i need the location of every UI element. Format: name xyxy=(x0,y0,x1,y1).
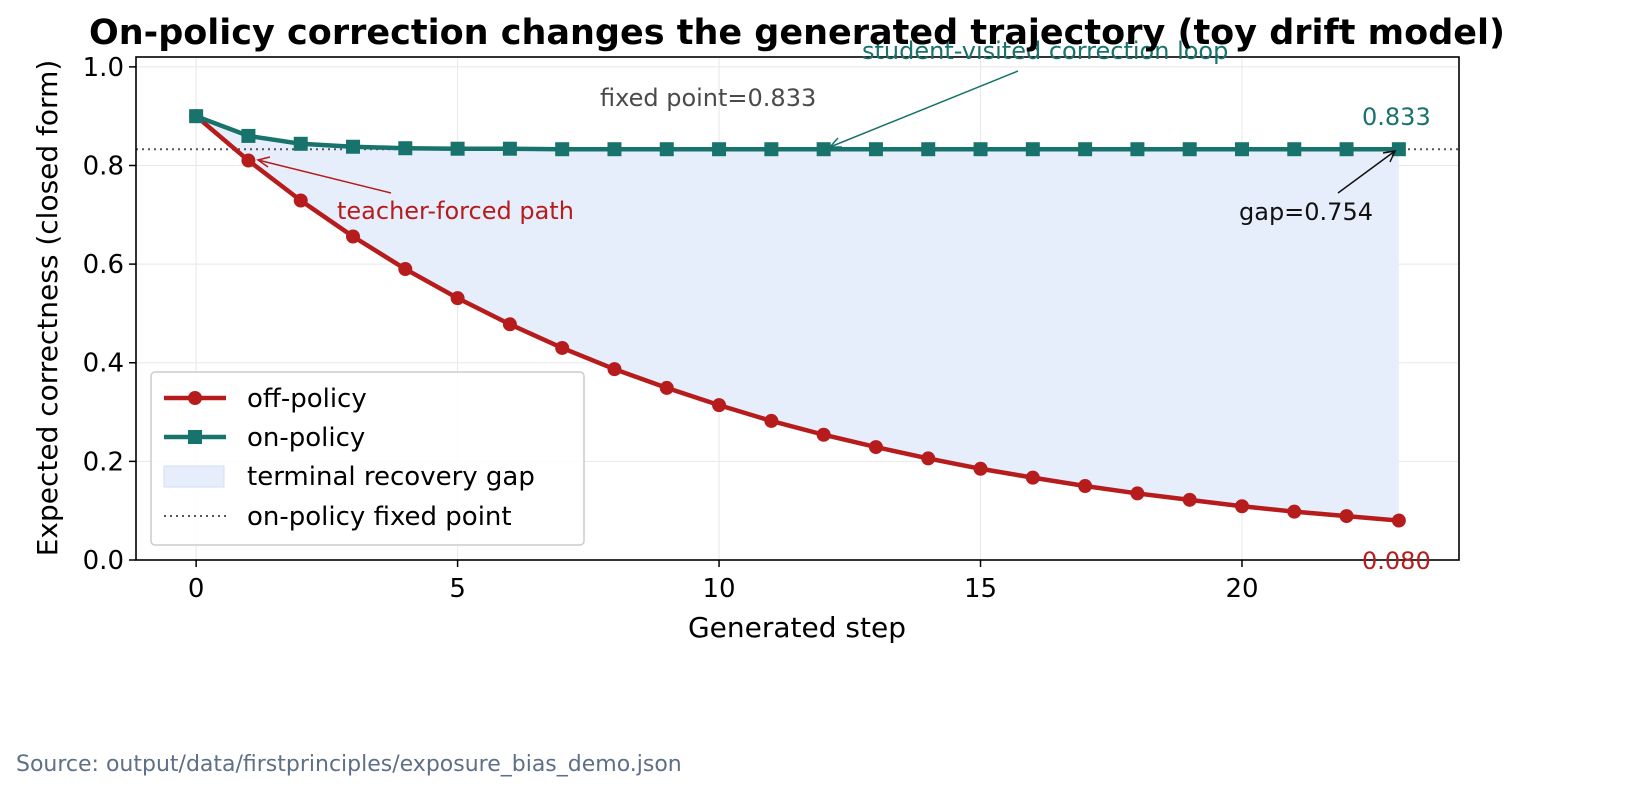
off-policy-point xyxy=(1130,486,1145,501)
off-policy-point xyxy=(346,229,361,244)
teacher-forced-arrow xyxy=(257,159,392,194)
legend-on-policy-label: on-policy xyxy=(247,423,365,453)
on-policy-point xyxy=(1130,142,1145,157)
annotation-arrows xyxy=(256,70,1397,194)
off-policy-point xyxy=(764,413,779,428)
on-policy-point xyxy=(1234,142,1249,157)
off-policy-point xyxy=(293,193,308,208)
on-policy-point xyxy=(764,142,779,157)
fixed-point-annotation: fixed point=0.833 xyxy=(600,84,816,112)
off-policy-point xyxy=(1025,470,1040,485)
y-tick-label: 0.0 xyxy=(83,546,124,576)
gap-arrow xyxy=(1337,150,1396,194)
gap-arrowhead xyxy=(1382,150,1397,163)
x-tick-label: 5 xyxy=(449,574,466,604)
on-policy-point xyxy=(293,136,308,151)
student-loop-annotation: student-visited correction loop xyxy=(862,37,1228,65)
on-policy-point xyxy=(973,142,988,157)
off-policy-point xyxy=(241,153,256,168)
on-policy-point xyxy=(816,142,831,157)
legend-fixed-point-label: on-policy fixed point xyxy=(247,502,512,532)
axis-ticks: 0 5 10 15 20 0.0 0.2 0.4 0.6 0.8 1.0 xyxy=(83,53,1259,604)
on-policy-point xyxy=(1339,142,1354,157)
off-policy-point xyxy=(607,362,622,377)
on-policy-point xyxy=(1287,142,1302,157)
on-policy-series-line xyxy=(195,114,1399,152)
legend-off-policy-marker xyxy=(188,391,202,405)
gap-annotation: gap=0.754 xyxy=(1239,198,1373,226)
off-policy-point xyxy=(1287,504,1302,519)
off-policy-point xyxy=(502,317,517,332)
y-tick-label: 0.4 xyxy=(83,349,124,379)
on-policy-point xyxy=(921,142,936,157)
x-tick-label: 10 xyxy=(703,574,736,604)
terminal-recovery-gap-area xyxy=(196,116,1399,521)
off-policy-point xyxy=(1339,509,1354,524)
on-policy-point xyxy=(868,142,883,157)
legend-gap-label: terminal recovery gap xyxy=(247,462,535,492)
legend: off-policy on-policy terminal recovery g… xyxy=(150,371,585,546)
y-tick-label: 0.6 xyxy=(83,250,124,280)
legend-gap-swatch xyxy=(163,465,225,488)
on-policy-point xyxy=(555,142,570,157)
off-policy-point xyxy=(1391,513,1406,528)
off-policy-point xyxy=(398,262,413,277)
student-loop-arrowhead xyxy=(828,137,842,148)
legend-on-policy-marker xyxy=(188,430,202,444)
student-loop-arrow xyxy=(829,70,1019,148)
teacher-forced-annotation: teacher-forced path xyxy=(337,197,574,225)
on-policy-point xyxy=(502,141,517,156)
off-policy-point xyxy=(659,380,674,395)
on-policy-point xyxy=(1391,142,1406,157)
off-policy-point xyxy=(1078,479,1093,494)
on-policy-point xyxy=(712,142,727,157)
off-policy-point xyxy=(555,340,570,355)
off-policy-end-label: 0.080 xyxy=(1362,547,1431,575)
off-policy-point xyxy=(816,427,831,442)
off-policy-series-line xyxy=(194,114,1400,523)
off-policy-point xyxy=(921,451,936,466)
legend-off-policy-label: off-policy xyxy=(247,384,367,414)
y-tick-label: 0.2 xyxy=(83,447,124,477)
y-tick-label: 0.8 xyxy=(83,151,124,181)
off-policy-point xyxy=(868,440,883,455)
series-markers xyxy=(189,109,1406,528)
teacher-forced-arrowhead xyxy=(256,156,271,168)
off-policy-point xyxy=(1182,492,1197,507)
off-policy-point xyxy=(1234,499,1249,514)
on-policy-point xyxy=(241,128,256,143)
off-policy-point xyxy=(973,461,988,476)
x-tick-label: 15 xyxy=(964,574,997,604)
y-axis-label: Expected correctness (closed form) xyxy=(31,60,64,557)
chart-title: On-policy correction changes the generat… xyxy=(89,13,1505,53)
on-policy-point xyxy=(1025,142,1040,157)
x-axis-label: Generated step xyxy=(688,611,906,644)
on-policy-point xyxy=(1182,142,1197,157)
on-policy-point xyxy=(450,141,465,156)
on-policy-end-label: 0.833 xyxy=(1362,103,1431,131)
on-policy-point xyxy=(1078,142,1093,157)
x-tick-label: 0 xyxy=(188,574,205,604)
on-policy-point xyxy=(398,141,413,156)
plot-border xyxy=(135,56,1460,561)
legend-box xyxy=(150,371,585,546)
off-policy-point xyxy=(712,398,727,413)
on-policy-point xyxy=(607,142,622,157)
on-policy-point xyxy=(189,109,204,124)
on-policy-point xyxy=(659,142,674,157)
y-tick-label: 1.0 xyxy=(83,53,124,83)
on-policy-point xyxy=(346,139,361,154)
source-note: Source: output/data/firstprinciples/expo… xyxy=(16,752,682,777)
x-tick-label: 20 xyxy=(1225,574,1258,604)
off-policy-point xyxy=(450,291,465,306)
